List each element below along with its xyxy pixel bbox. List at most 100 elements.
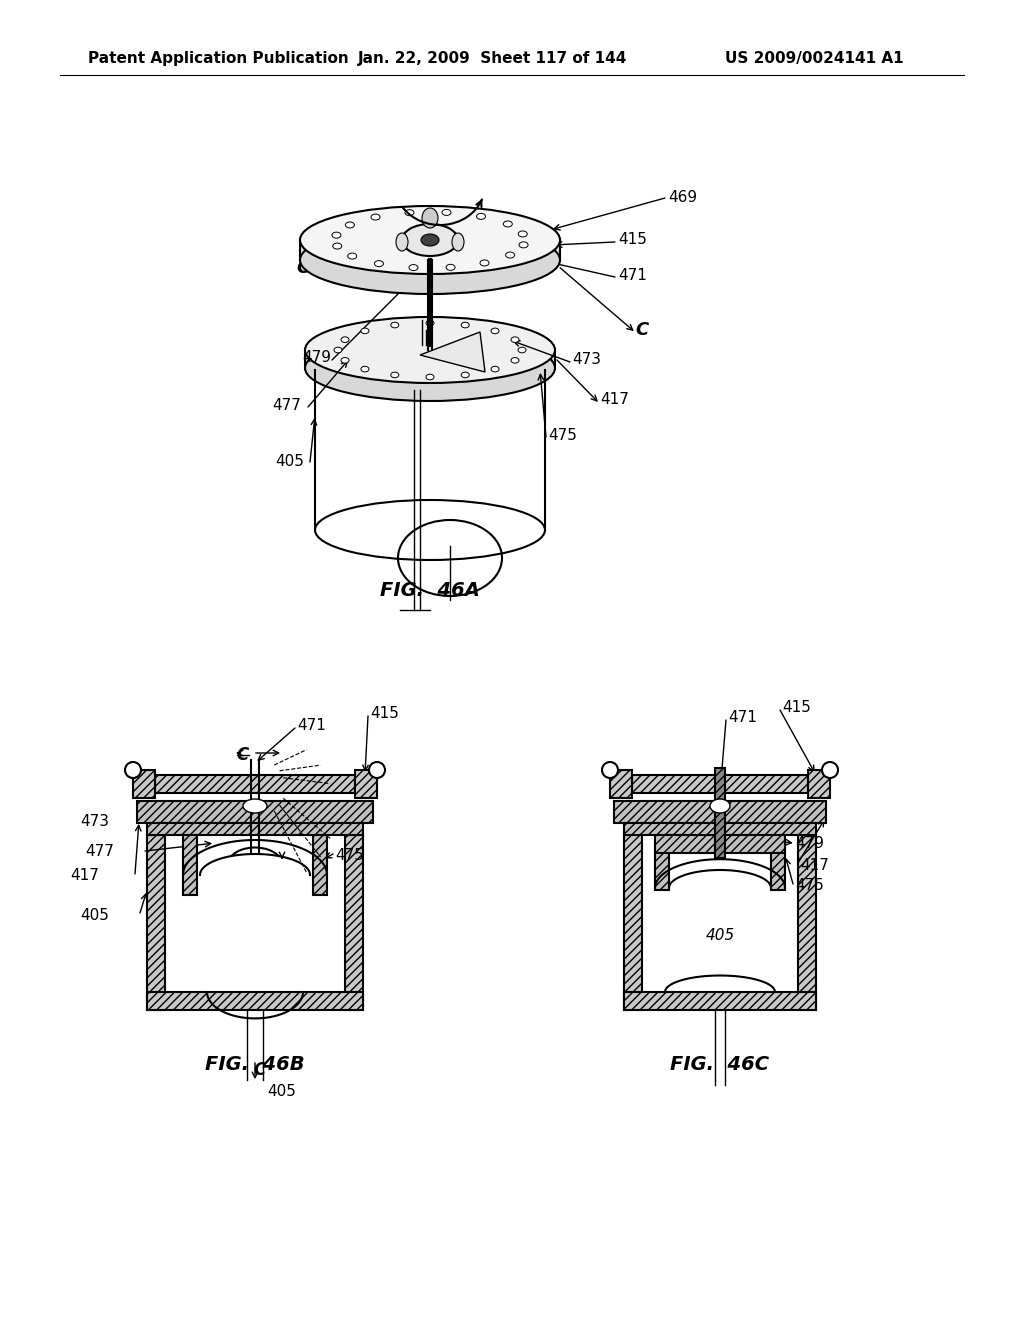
Text: 479: 479 [795, 836, 824, 850]
Polygon shape [715, 768, 725, 858]
Text: 405: 405 [80, 908, 109, 923]
Ellipse shape [492, 329, 499, 334]
Ellipse shape [421, 234, 439, 246]
Polygon shape [771, 853, 785, 890]
Polygon shape [420, 333, 485, 372]
Ellipse shape [461, 372, 469, 378]
Polygon shape [133, 770, 155, 799]
Text: 471: 471 [297, 718, 326, 733]
Ellipse shape [391, 372, 398, 378]
Ellipse shape [333, 243, 342, 249]
Polygon shape [300, 240, 560, 260]
Text: 417: 417 [70, 869, 99, 883]
Ellipse shape [506, 252, 515, 257]
Ellipse shape [422, 209, 438, 228]
Ellipse shape [305, 335, 555, 401]
Ellipse shape [348, 253, 356, 259]
Ellipse shape [602, 762, 618, 777]
Ellipse shape [243, 799, 267, 813]
Ellipse shape [371, 214, 380, 220]
Text: 477: 477 [85, 843, 114, 858]
Polygon shape [614, 801, 826, 822]
Text: 417: 417 [600, 392, 629, 408]
Polygon shape [137, 801, 373, 822]
Ellipse shape [511, 337, 519, 342]
Polygon shape [147, 993, 362, 1010]
Ellipse shape [409, 264, 418, 271]
Ellipse shape [334, 347, 342, 352]
Polygon shape [655, 853, 669, 890]
Ellipse shape [461, 322, 469, 327]
Polygon shape [655, 836, 785, 853]
Text: C: C [297, 259, 310, 277]
Ellipse shape [492, 366, 499, 372]
Text: FIG.  46A: FIG. 46A [380, 581, 480, 599]
Ellipse shape [404, 210, 414, 215]
Polygon shape [147, 836, 165, 1010]
Ellipse shape [822, 762, 838, 777]
Text: 479: 479 [333, 821, 362, 837]
Polygon shape [610, 770, 632, 799]
Polygon shape [305, 350, 555, 368]
Polygon shape [808, 770, 830, 799]
Polygon shape [632, 775, 808, 793]
Ellipse shape [125, 762, 141, 777]
Text: 469: 469 [668, 190, 697, 206]
Ellipse shape [375, 260, 383, 267]
Polygon shape [313, 836, 327, 895]
Ellipse shape [341, 337, 349, 342]
Text: 475: 475 [335, 849, 364, 863]
Ellipse shape [476, 214, 485, 219]
Text: C: C [254, 1061, 266, 1078]
Text: Jan. 22, 2009  Sheet 117 of 144: Jan. 22, 2009 Sheet 117 of 144 [358, 50, 628, 66]
Ellipse shape [442, 210, 451, 215]
Polygon shape [624, 836, 642, 1010]
Polygon shape [355, 770, 377, 799]
Ellipse shape [305, 317, 555, 383]
Ellipse shape [402, 224, 458, 256]
Ellipse shape [341, 358, 349, 363]
Polygon shape [624, 822, 816, 836]
Ellipse shape [426, 321, 434, 326]
Text: FIG.  46B: FIG. 46B [205, 1056, 305, 1074]
Text: C: C [237, 746, 249, 764]
Polygon shape [798, 836, 816, 1010]
Ellipse shape [300, 206, 560, 275]
Ellipse shape [710, 799, 730, 813]
Text: 415: 415 [782, 700, 811, 714]
Text: FIG.  46C: FIG. 46C [671, 1056, 769, 1074]
Text: US 2009/0024141 A1: US 2009/0024141 A1 [725, 50, 903, 66]
Text: 471: 471 [618, 268, 647, 282]
Text: Patent Application Publication: Patent Application Publication [88, 50, 349, 66]
Text: C: C [635, 321, 648, 339]
Text: 475: 475 [795, 879, 824, 894]
Text: 415: 415 [370, 705, 399, 721]
Ellipse shape [480, 260, 489, 265]
Polygon shape [624, 993, 816, 1010]
Ellipse shape [360, 329, 369, 334]
Text: 415: 415 [618, 232, 647, 248]
Text: 405: 405 [267, 1085, 296, 1100]
Text: 479: 479 [302, 351, 331, 366]
Ellipse shape [345, 222, 354, 228]
Polygon shape [147, 822, 362, 836]
Ellipse shape [518, 347, 526, 352]
Text: 475: 475 [548, 428, 577, 442]
Text: 471: 471 [728, 710, 757, 725]
Polygon shape [345, 836, 362, 1010]
Ellipse shape [360, 366, 369, 372]
Text: 405: 405 [275, 454, 304, 470]
Ellipse shape [452, 234, 464, 251]
Text: 477: 477 [272, 397, 301, 412]
Ellipse shape [504, 220, 512, 227]
Ellipse shape [369, 762, 385, 777]
Ellipse shape [396, 234, 408, 251]
Polygon shape [155, 775, 355, 793]
Ellipse shape [300, 226, 560, 294]
Ellipse shape [426, 374, 434, 380]
Ellipse shape [519, 242, 528, 248]
Ellipse shape [391, 322, 398, 327]
Ellipse shape [446, 264, 455, 271]
Ellipse shape [511, 358, 519, 363]
Text: 417: 417 [800, 858, 828, 874]
